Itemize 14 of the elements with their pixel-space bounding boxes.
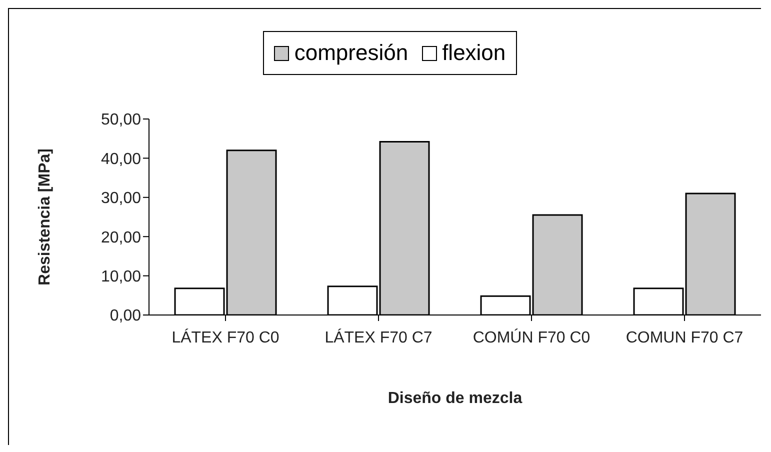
y-tick-label: 0,00 — [110, 308, 142, 325]
y-tick-label: 40,00 — [100, 150, 142, 168]
y-tick-label: 30,00 — [100, 190, 142, 208]
y-tick-label: 50,00 — [100, 112, 142, 129]
y-tick-label: 10,00 — [100, 268, 142, 286]
x-axis-title: Diseño de mezcla — [388, 390, 522, 407]
x-tick-label: LÁTEX F70 C0 — [172, 328, 280, 346]
x-tick-label: COMÚN F70 C0 — [472, 328, 590, 346]
y-tick-label: 20,00 — [100, 229, 142, 246]
x-tick-label: LÁTEX F70 C7 — [324, 328, 432, 346]
legend-label: flexion — [441, 40, 506, 66]
x-tick-label: COMUN F70 C7 — [626, 329, 744, 346]
y-axis-title: Resistencia [MPa] — [36, 148, 54, 286]
legend-label: compresión — [293, 40, 408, 66]
